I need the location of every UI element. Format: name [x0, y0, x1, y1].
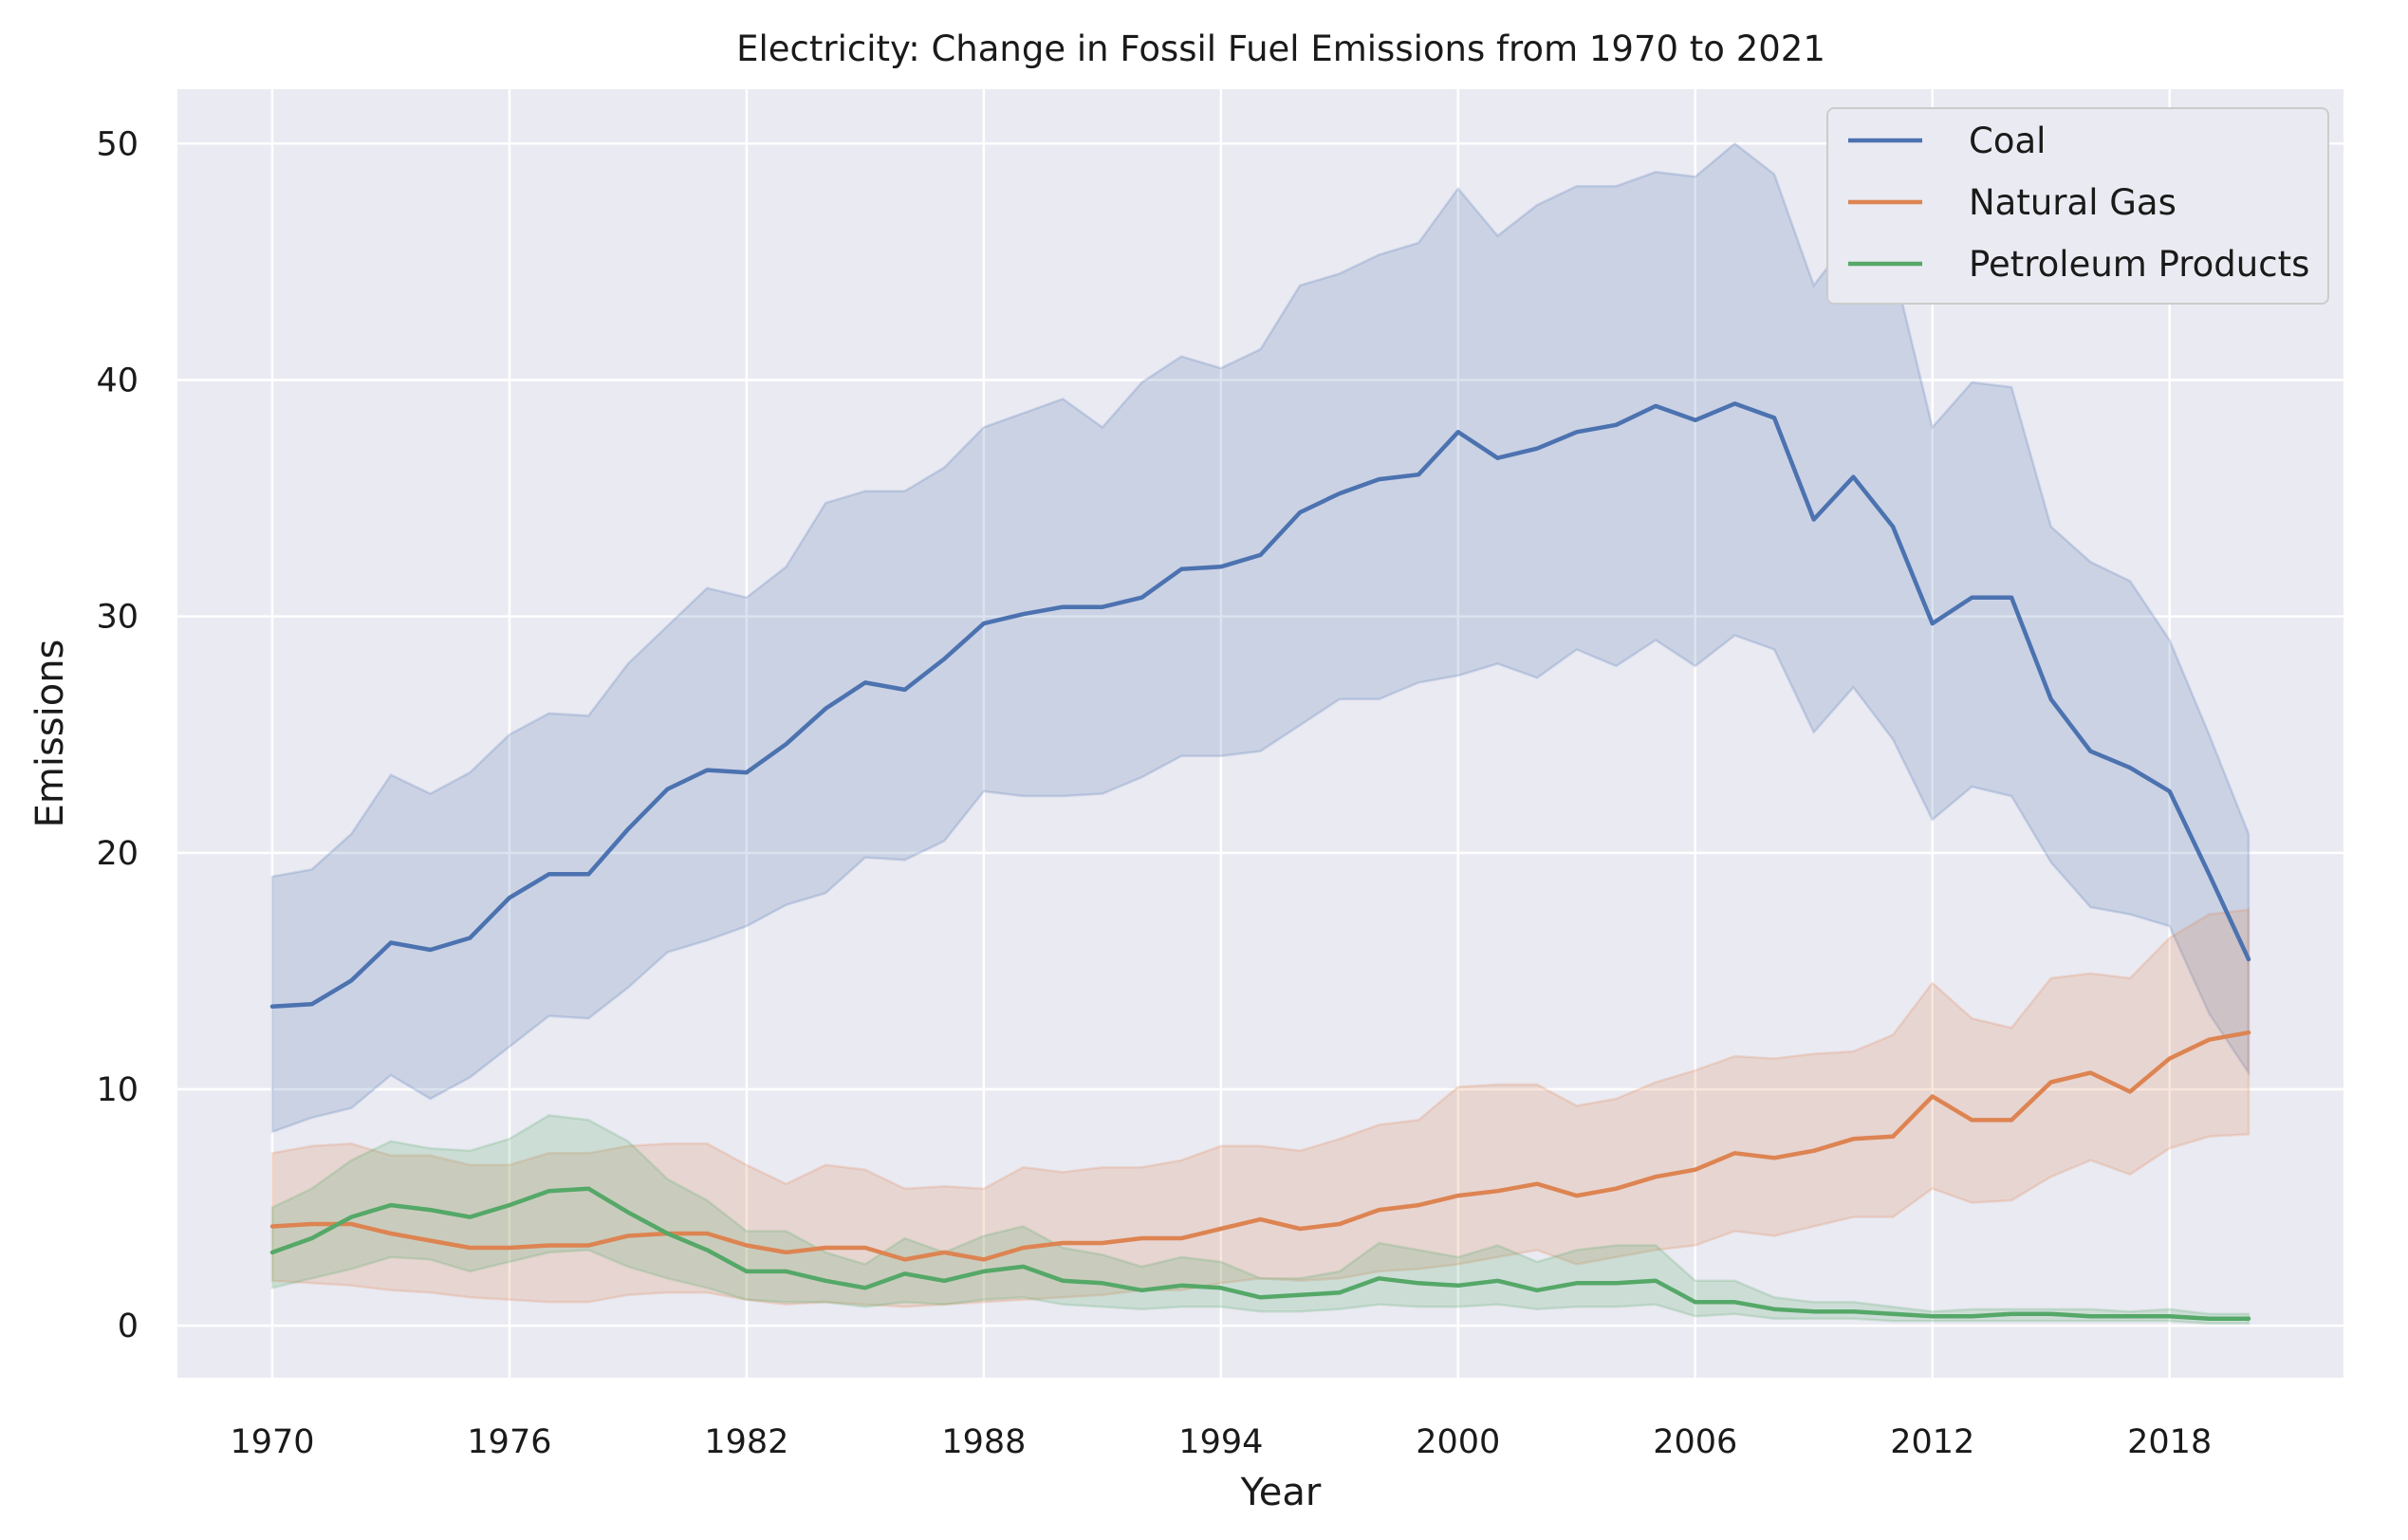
natural-gas-line [269, 1030, 2251, 1262]
legend-box [1826, 107, 2329, 305]
legend-label-coal: Coal [1969, 121, 2046, 161]
x-tick-labels: 1970 1976 1982 1988 1994 2000 2006 2012 2018 [230, 1423, 2212, 1461]
x-tick-label: 2006 [1653, 1423, 1737, 1461]
legend-label-natural-gas: Natural Gas [1969, 182, 2176, 223]
y-tick-label: 20 [96, 835, 139, 873]
coal-line [269, 401, 2251, 1010]
y-tick-labels: 0 10 20 30 40 50 [96, 125, 139, 1345]
y-tick-label: 30 [96, 599, 139, 637]
x-tick-label: 1994 [1178, 1423, 1263, 1461]
series-lines [269, 401, 2251, 1321]
natural-gas-confidence-band [270, 908, 2251, 1308]
y-axis-label: Emissions [28, 640, 72, 828]
y-tick-label: 0 [118, 1308, 139, 1345]
x-tick-label: 2000 [1416, 1423, 1500, 1461]
x-tick-label: 1988 [941, 1423, 1026, 1461]
chart-title: Electricity: Change in Fossil Fuel Emiss… [736, 28, 1825, 69]
y-tick-label: 50 [96, 125, 139, 163]
legend-label-petroleum-products: Petroleum Products [1969, 244, 2309, 285]
legend: Coal Natural Gas Petroleum Products [1826, 107, 2329, 305]
x-tick-label: 2012 [1890, 1423, 1974, 1461]
x-tick-label: 1976 [467, 1423, 551, 1461]
coal-confidence-band [270, 141, 2251, 1134]
x-tick-label: 2018 [2127, 1423, 2212, 1461]
x-tick-label: 1982 [704, 1423, 788, 1461]
petroleum-products-line [269, 1186, 2251, 1321]
y-tick-label: 40 [96, 362, 139, 399]
x-tick-label: 1970 [230, 1423, 314, 1461]
x-axis-label: Year [1240, 1471, 1322, 1514]
y-tick-label: 10 [96, 1071, 139, 1109]
